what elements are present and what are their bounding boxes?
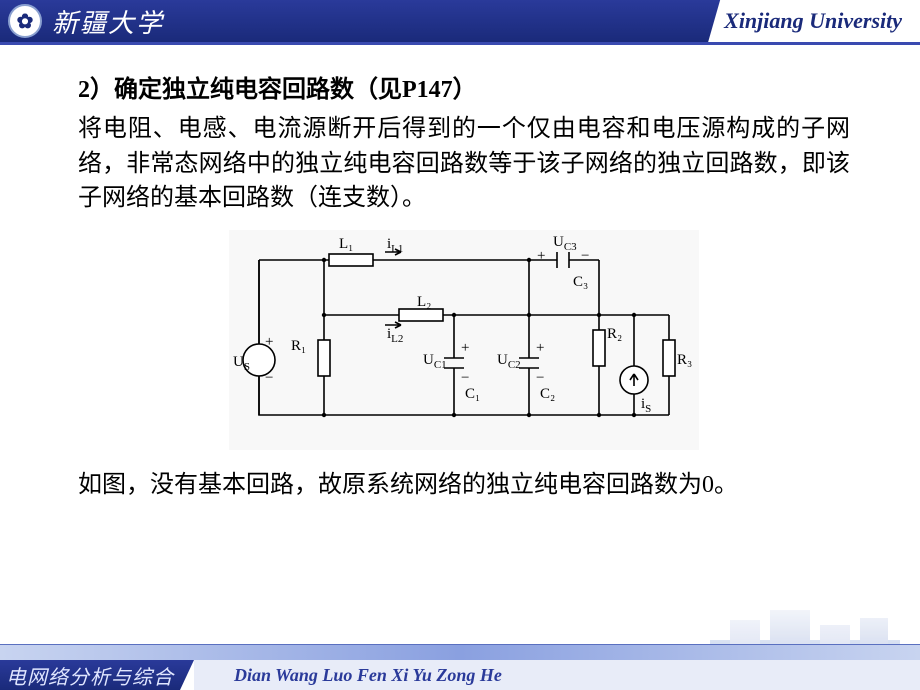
circuit-diagram: L₁ iL1 L₂ iL2 UC3 + − C₃ R₁ R₂ R₃ US + −… — [78, 230, 850, 450]
header-right: Xinjiang University — [708, 0, 920, 42]
label-C2: C₂ — [540, 386, 555, 402]
course-title-cn-wrap: 电网络分析与综合 — [0, 660, 194, 690]
label-R2: R₂ — [607, 326, 622, 342]
course-title-cn: 电网络分析与综合 — [6, 661, 174, 690]
slide-body: 2）确定独立纯电容回路数（见P147） 将电阻、电感、电流源断开后得到的一个仅由… — [0, 45, 920, 503]
svg-text:+: + — [265, 334, 273, 350]
label-C1: C₁ — [465, 386, 480, 402]
slide-footer: 电网络分析与综合 Dian Wang Luo Fen Xi Yu Zong He — [0, 632, 920, 690]
svg-text:+: + — [536, 340, 544, 356]
paragraph-1: 将电阻、电感、电流源断开后得到的一个仅由电容和电压源构成的子网络，非常态网络中的… — [78, 112, 850, 216]
university-logo-icon: ✿ — [8, 4, 42, 38]
svg-text:−: − — [461, 370, 469, 386]
circuit-svg: L₁ iL1 L₂ iL2 UC3 + − C₃ R₁ R₂ R₃ US + −… — [229, 230, 699, 450]
svg-text:−: − — [581, 248, 589, 264]
section-heading: 2）确定独立纯电容回路数（见P147） — [78, 73, 850, 108]
svg-text:−: − — [265, 370, 273, 386]
label-L2: L₂ — [417, 294, 431, 310]
footer-stripe — [0, 644, 920, 660]
label-L1: L₁ — [339, 236, 353, 252]
svg-text:+: + — [537, 248, 545, 264]
footer-bar: 电网络分析与综合 Dian Wang Luo Fen Xi Yu Zong He — [0, 660, 920, 690]
university-name-cn: 新疆大学 — [52, 3, 164, 40]
label-R1: R₁ — [291, 338, 306, 354]
label-R3: R₃ — [677, 352, 692, 368]
svg-text:+: + — [461, 340, 469, 356]
slide-header: ✿ 新疆大学 Xinjiang University — [0, 0, 920, 42]
university-name-en: Xinjiang University — [718, 8, 902, 34]
header-left: ✿ 新疆大学 — [8, 3, 164, 40]
svg-text:−: − — [536, 370, 544, 386]
label-C3: C₃ — [573, 274, 588, 290]
course-title-en: Dian Wang Luo Fen Xi Yu Zong He — [194, 660, 920, 690]
paragraph-2: 如图，没有基本回路，故原系统网络的独立纯电容回路数为0。 — [78, 468, 850, 503]
